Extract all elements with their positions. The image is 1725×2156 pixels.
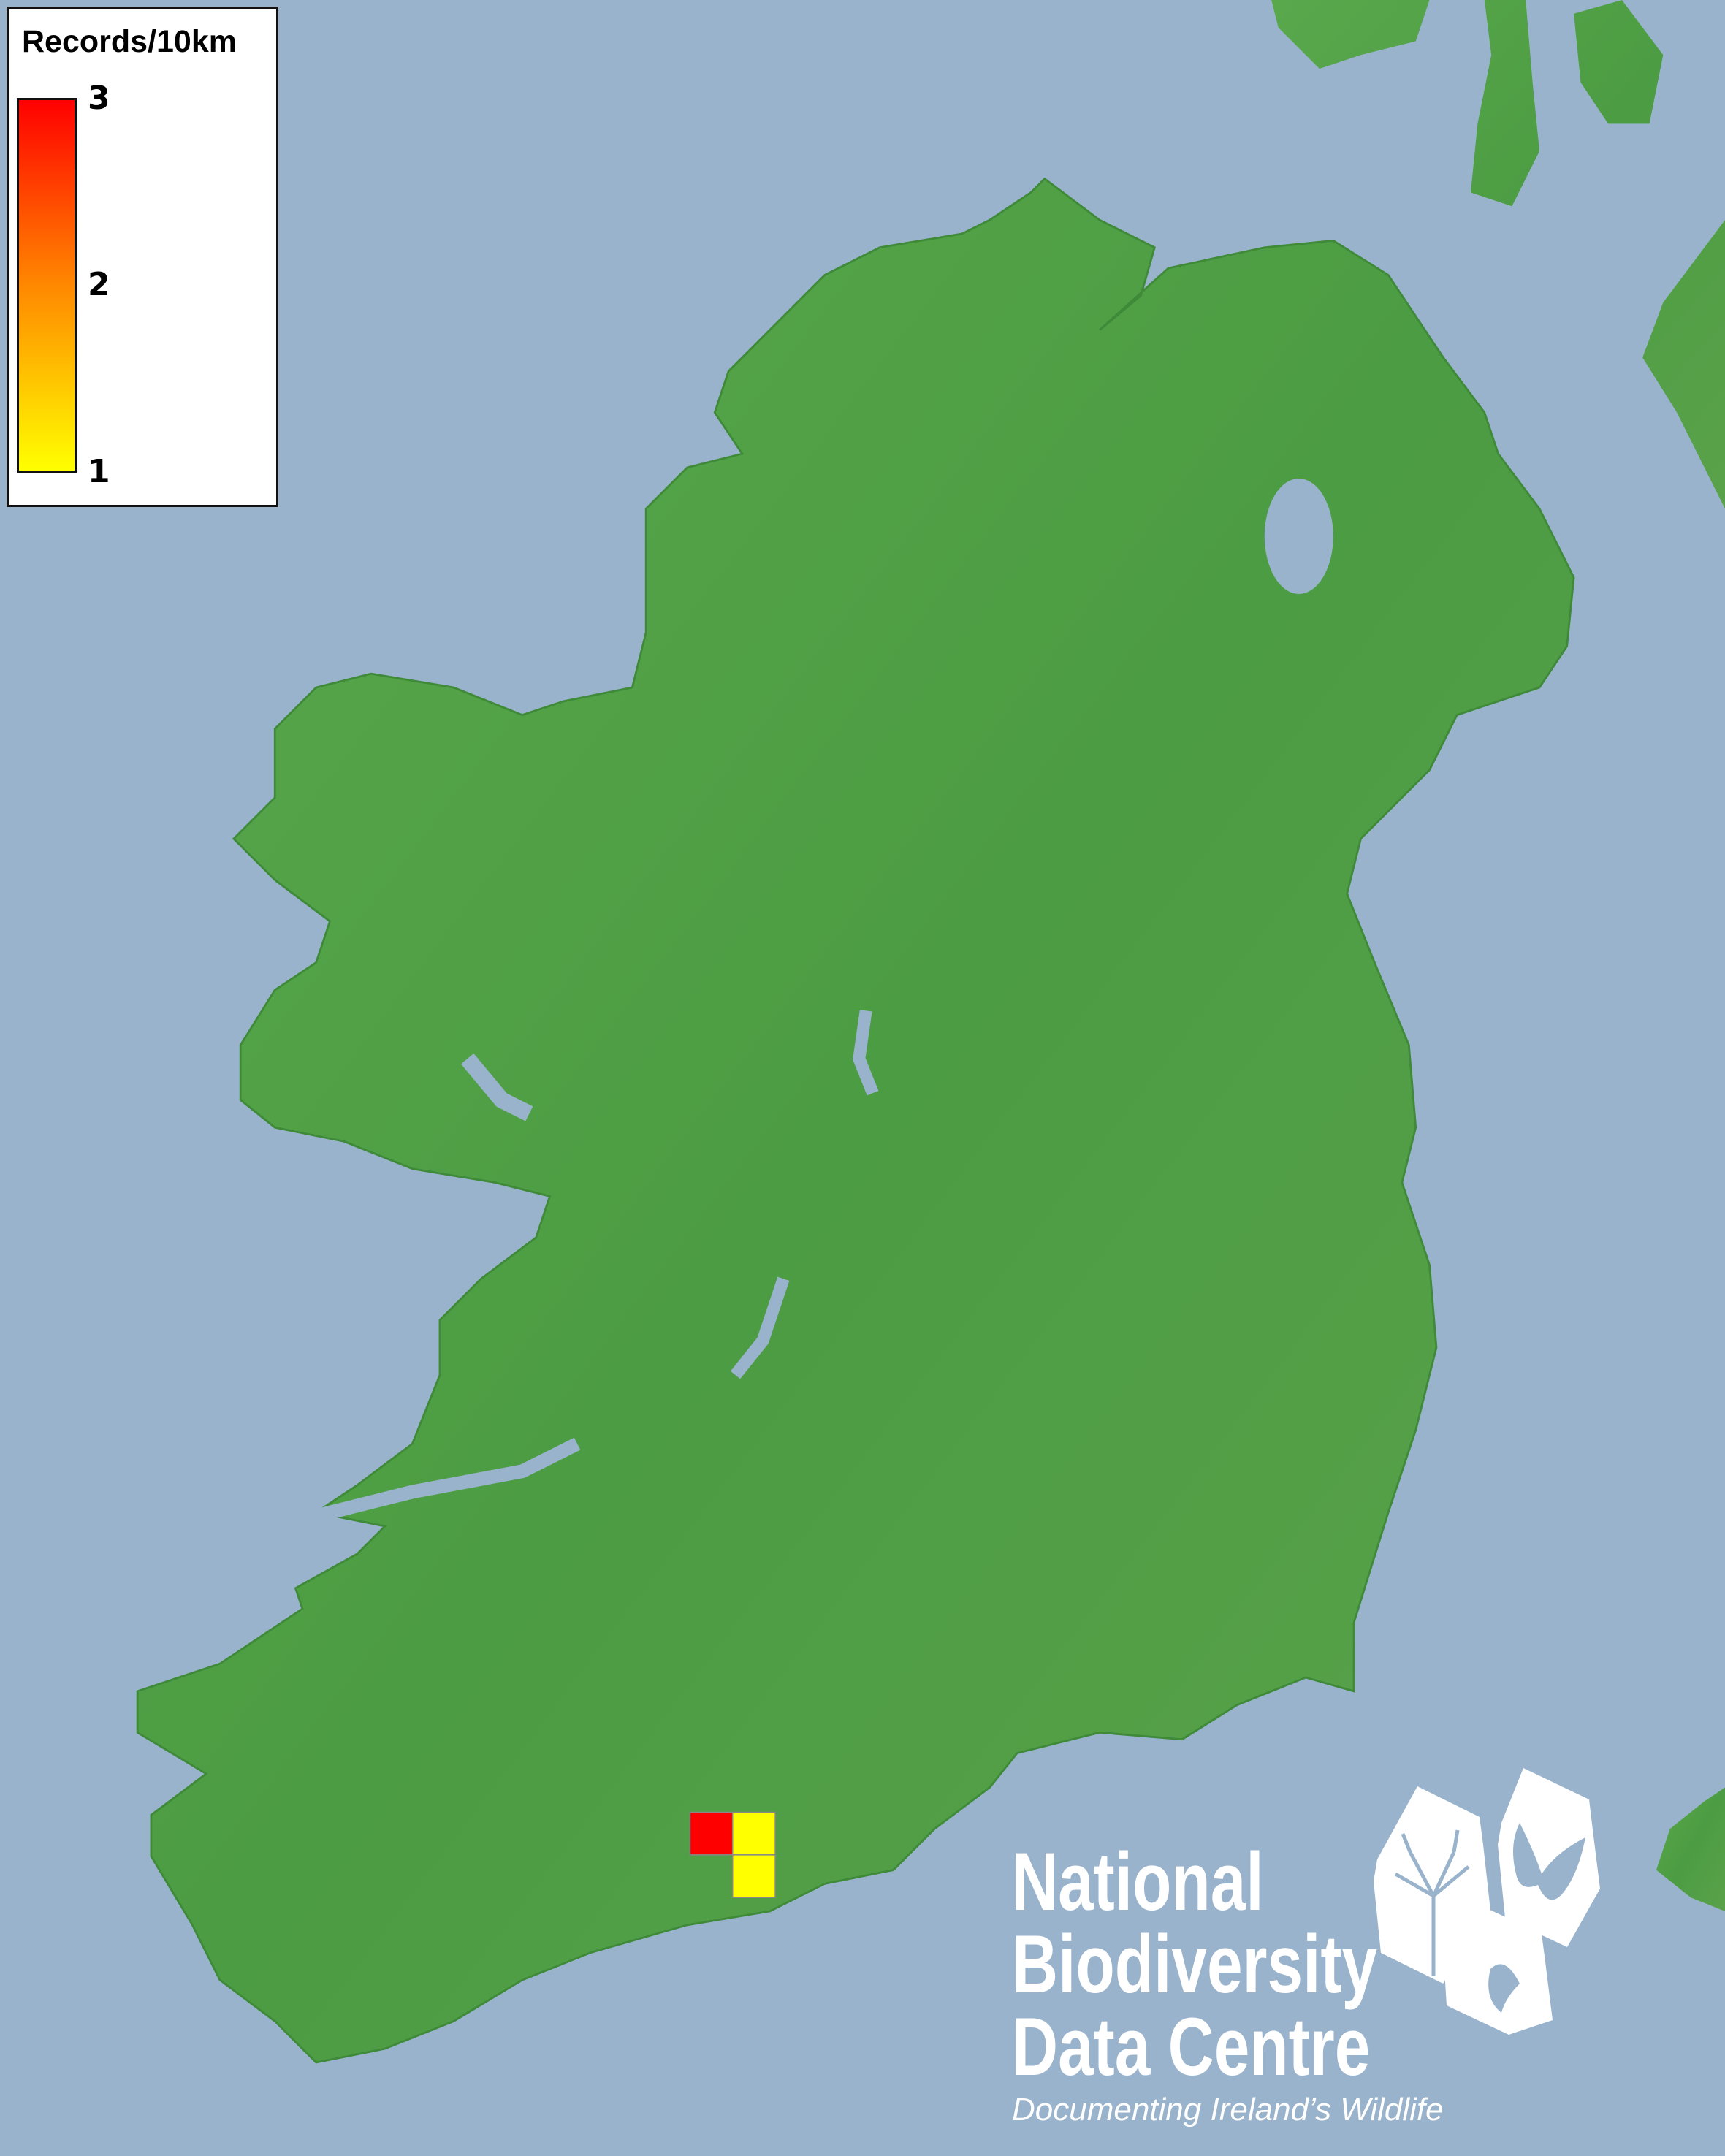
logo-line-3: Data Centre <box>1012 2001 1371 2092</box>
legend: Records/10km 3 2 1 <box>7 7 278 507</box>
records-squares <box>689 1811 776 1898</box>
seahorse-icon <box>1443 1903 1553 2035</box>
record-square-1 <box>731 1811 776 1856</box>
logo-line-1: National <box>1012 1836 1264 1927</box>
legend-tick-mid: 2 <box>88 266 110 303</box>
lough-corrib <box>460 1053 533 1121</box>
legend-tick-max: 3 <box>88 80 110 117</box>
logo-tagline: Documenting Ireland’s Wildlife <box>1012 2092 1444 2128</box>
record-square-3 <box>689 1811 734 1856</box>
butterfly-icon <box>1498 1768 1600 1947</box>
legend-colorbar <box>17 98 77 473</box>
lough-neagh <box>1264 478 1333 595</box>
ireland-landmass <box>136 177 1575 2064</box>
legend-title: Records/10km <box>22 24 237 59</box>
shannon-estuary <box>300 1437 581 1526</box>
lough-derg <box>730 1276 790 1379</box>
record-square-1 <box>731 1854 776 1898</box>
logo-line-2: Biodiversity <box>1012 1919 1378 2010</box>
lough-ree <box>853 1010 879 1096</box>
scotland-landmass <box>1271 0 1725 509</box>
wales-landmass <box>1656 1787 1725 1912</box>
legend-tick-min: 1 <box>88 453 110 490</box>
nbdc-logo-icon <box>1374 1768 1600 2035</box>
